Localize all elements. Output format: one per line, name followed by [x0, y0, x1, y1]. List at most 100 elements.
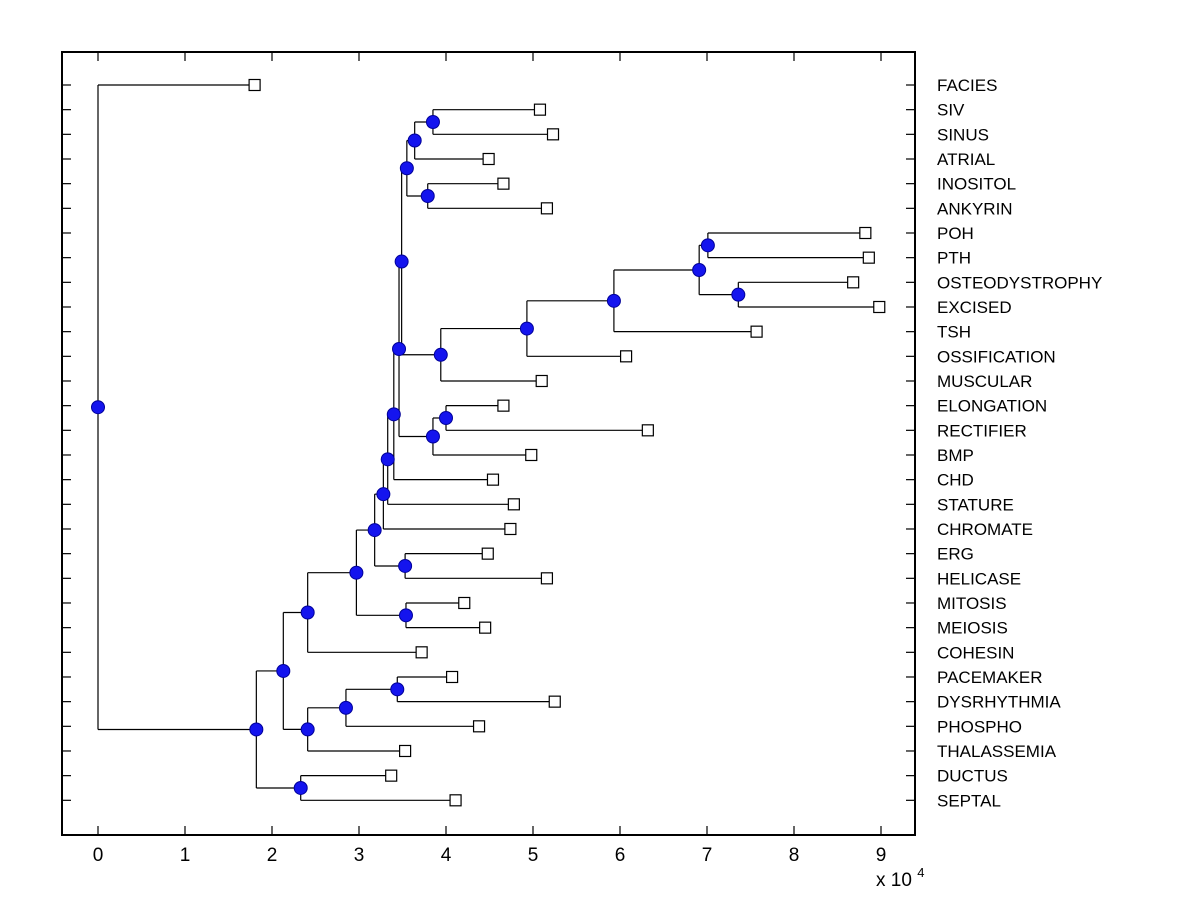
leaf-label: SINUS — [937, 125, 989, 144]
internal-node-marker — [731, 287, 746, 302]
leaf-marker — [415, 646, 428, 659]
leaf-marker — [458, 596, 471, 610]
x-axis: 0 1 2 3 4 5 6 7 8 9x 10 4 — [93, 52, 924, 891]
leaf-marker — [540, 202, 554, 215]
leaf-label: CHROMATE — [937, 520, 1033, 539]
internal-node-marker — [439, 410, 453, 425]
x-tick-label: 9 — [876, 845, 887, 866]
leaf-marker — [472, 720, 486, 733]
leaf-label: THALASSEMIA — [937, 742, 1057, 761]
leaf-label: SEPTAL — [937, 791, 1001, 810]
internal-node-marker — [606, 293, 621, 308]
internal-node-marker — [399, 161, 414, 176]
internal-node-marker — [376, 487, 391, 502]
leaf-marker — [641, 424, 654, 437]
internal-node-marker — [433, 347, 448, 362]
leaf-label: OSSIFICATION — [937, 347, 1056, 366]
leaf-label: FACIES — [937, 76, 997, 95]
internal-node-marker — [425, 114, 440, 129]
leaf-label: SIV — [937, 101, 965, 120]
x-tick-label: 8 — [789, 845, 800, 866]
leaf-marker — [449, 794, 462, 807]
leaf-label: MEIOSIS — [937, 619, 1008, 638]
leaf-label: HELICASE — [937, 569, 1021, 588]
internal-node-marker — [420, 188, 435, 203]
internal-node-marker — [367, 523, 382, 538]
internal-node-marker — [407, 133, 422, 148]
leaf-label: MITOSIS — [937, 594, 1007, 613]
leaf-label: ERG — [937, 545, 974, 564]
x-tick-label: 2 — [267, 845, 278, 866]
leaf-marker — [525, 448, 538, 462]
leaf-label: MUSCULAR — [937, 372, 1032, 391]
internal-node-marker — [338, 700, 353, 715]
leaf-marker — [535, 374, 548, 388]
leaf-label: COHESIN — [937, 643, 1014, 662]
internal-node-marker — [293, 780, 308, 795]
leaf-marker — [385, 769, 398, 782]
leaf-marker — [548, 695, 561, 708]
internal-node-marker — [300, 722, 315, 737]
leaf-marker — [546, 128, 560, 141]
internal-node-marker — [398, 558, 413, 573]
x-tick-label: 4 — [441, 845, 452, 866]
leaf-label: ELONGATION — [937, 397, 1047, 416]
leaf-marker — [497, 399, 510, 412]
internal-node-marker — [249, 722, 264, 737]
x-tick-label: 7 — [702, 845, 713, 866]
leaf-marker — [482, 152, 495, 166]
x-tick-label: 0 — [93, 845, 104, 866]
axes-box — [61, 51, 916, 836]
leaf-label: CHD — [937, 471, 974, 490]
leaf-label: STATURE — [937, 495, 1014, 514]
leaf-label: DUCTUS — [937, 767, 1008, 786]
leaf-marker — [750, 325, 763, 338]
leaf-label: PACEMAKER — [937, 668, 1043, 687]
leaf-marker — [533, 103, 547, 116]
leaf-label: PHOSPHO — [937, 717, 1022, 736]
leaf-marker — [248, 78, 261, 92]
leaf-label: RECTIFIER — [937, 421, 1027, 440]
leaf-marker — [847, 276, 860, 289]
plot-frame — [61, 51, 916, 836]
leaf-label: ANKYRIN — [937, 199, 1013, 218]
leaf-label: DYSRHYTHMIA — [937, 693, 1061, 712]
leaf-marker — [481, 547, 494, 560]
leaf-label: PTH — [937, 249, 971, 268]
leaf-label: INOSITOL — [937, 175, 1016, 194]
internal-node-marker — [692, 262, 707, 277]
leaf-marker — [540, 572, 554, 585]
leaf-marker — [445, 670, 459, 684]
leaf-marker — [619, 350, 633, 363]
leaf-marker — [873, 300, 886, 314]
x-tick-label: 3 — [354, 845, 365, 866]
y-axis — [62, 84, 915, 801]
x-tick-label: 1 — [180, 845, 191, 866]
leaf-label: OSTEODYSTROPHY — [937, 273, 1102, 292]
internal-node-marker — [398, 608, 413, 623]
internal-node-marker — [349, 565, 364, 580]
internal-node-marker — [276, 663, 291, 678]
leaf-marker — [862, 251, 875, 264]
internal-node-marker — [386, 407, 401, 422]
leaf-label: POH — [937, 224, 974, 243]
internal-node-marker — [519, 321, 534, 336]
internal-node-marker — [91, 400, 105, 415]
leaf-marker — [399, 744, 412, 758]
leaf-marker — [479, 621, 492, 634]
leaf-label: EXCISED — [937, 298, 1012, 317]
leaf-marker — [504, 522, 517, 536]
internal-node-marker — [300, 605, 315, 620]
internal-node-marker — [390, 682, 405, 697]
leaf-marker — [859, 226, 872, 240]
leaf-marker — [486, 473, 500, 486]
leaf-label: BMP — [937, 446, 974, 465]
leaf-marker — [507, 498, 520, 511]
x-tick-label: 5 — [528, 845, 539, 866]
leaf-label: TSH — [937, 323, 971, 342]
leaf-marker — [497, 177, 510, 190]
internal-node-marker — [700, 238, 715, 253]
leaf-labels: FACIES SIV SINUS ATRIAL INOSITOL ANKYRIN POH PT… — [937, 76, 1102, 810]
